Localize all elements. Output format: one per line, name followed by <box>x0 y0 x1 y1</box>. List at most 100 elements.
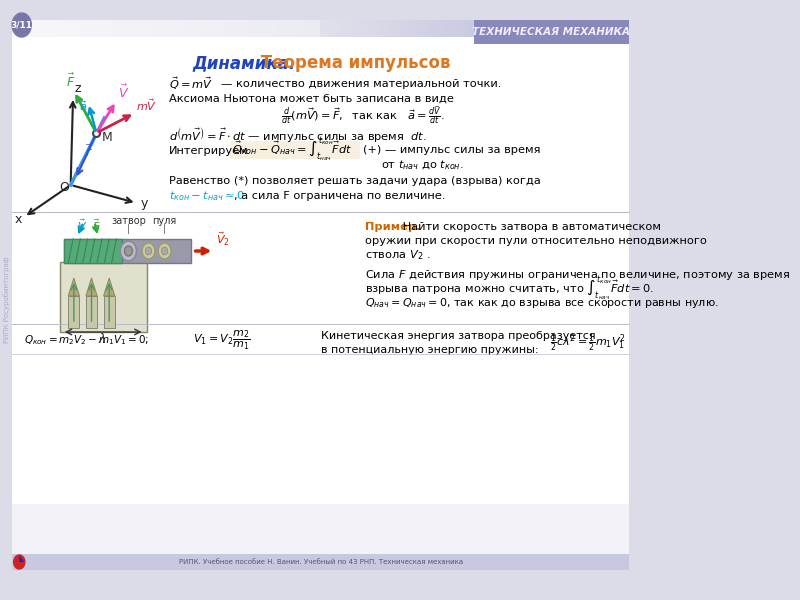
Bar <box>135 20 138 37</box>
Bar <box>126 20 129 37</box>
Bar <box>188 20 190 37</box>
Bar <box>254 20 256 37</box>
Text: ствола $V_2$ .: ствола $V_2$ . <box>366 248 431 262</box>
Bar <box>622 20 625 37</box>
Bar <box>439 20 442 37</box>
Text: $Q_{кон} = m_2 V_2 - m_1 V_1 = 0;$: $Q_{кон} = m_2 V_2 - m_1 V_1 = 0;$ <box>24 333 150 347</box>
Bar <box>338 20 340 37</box>
Bar <box>12 20 14 37</box>
Bar <box>288 20 290 37</box>
Bar <box>242 20 244 37</box>
Bar <box>52 20 54 37</box>
Bar <box>140 20 142 37</box>
Bar <box>569 20 571 37</box>
Bar <box>85 20 87 37</box>
Bar <box>12 554 629 570</box>
Text: РИПК Росуробинтограф: РИПК Росуробинтограф <box>3 257 10 343</box>
Bar <box>97 20 99 37</box>
Bar <box>297 20 299 37</box>
Bar <box>118 20 121 37</box>
Bar <box>613 20 615 37</box>
Bar <box>474 20 629 44</box>
Bar <box>507 20 509 37</box>
Text: x: x <box>14 213 22 226</box>
Bar <box>490 20 492 37</box>
Bar <box>182 20 184 37</box>
Bar <box>554 20 557 37</box>
Bar <box>504 20 506 37</box>
Bar <box>354 20 357 37</box>
Bar <box>438 20 440 37</box>
Bar <box>64 239 122 263</box>
Bar <box>95 20 98 37</box>
Bar <box>586 20 588 37</box>
Bar <box>473 20 475 37</box>
Bar <box>501 20 503 37</box>
Bar <box>388 20 390 37</box>
Bar <box>296 20 298 37</box>
Bar <box>491 20 494 37</box>
Bar <box>385 20 387 37</box>
Bar <box>22 20 24 37</box>
Bar <box>326 20 329 37</box>
Bar <box>237 20 239 37</box>
Bar <box>423 20 426 37</box>
Bar <box>290 20 292 37</box>
Bar <box>305 20 307 37</box>
Bar <box>446 20 449 37</box>
Bar <box>49 20 51 37</box>
Circle shape <box>121 241 137 261</box>
Bar <box>83 20 86 37</box>
Bar <box>621 20 623 37</box>
Bar <box>62 20 64 37</box>
Bar <box>340 20 342 37</box>
Bar <box>108 20 110 37</box>
Bar <box>582 20 585 37</box>
Bar <box>484 20 486 37</box>
Bar <box>330 20 332 37</box>
Bar <box>514 20 517 37</box>
Bar <box>273 20 275 37</box>
Bar <box>223 20 226 37</box>
Bar <box>546 20 548 37</box>
Text: $\vec{a}$: $\vec{a}$ <box>78 99 87 113</box>
Bar <box>94 20 96 37</box>
Bar <box>328 20 330 37</box>
Bar <box>428 20 430 37</box>
Bar <box>343 20 346 37</box>
Bar <box>468 20 470 37</box>
Bar <box>581 20 583 37</box>
Bar <box>240 20 242 37</box>
Bar <box>278 20 281 37</box>
Bar <box>230 141 360 159</box>
Bar <box>566 20 568 37</box>
Bar <box>178 20 181 37</box>
Bar <box>604 20 606 37</box>
Bar <box>23 20 25 37</box>
Bar <box>92 20 94 37</box>
Bar <box>402 20 404 37</box>
Bar <box>539 20 542 37</box>
Bar <box>38 20 41 37</box>
Bar <box>574 20 577 37</box>
Text: Теорема импульсов: Теорема импульсов <box>255 54 450 72</box>
Bar <box>270 20 272 37</box>
Bar <box>453 20 455 37</box>
Text: $\vec{V}$: $\vec{V}$ <box>77 217 87 233</box>
Bar <box>318 20 319 37</box>
Bar <box>35 20 38 37</box>
Bar <box>90 20 93 37</box>
Bar <box>157 20 159 37</box>
Polygon shape <box>68 278 79 296</box>
Bar <box>75 20 78 37</box>
Bar <box>416 20 418 37</box>
Polygon shape <box>19 555 24 562</box>
Text: Аксиома Ньютона может быть записана в виде: Аксиома Ньютона может быть записана в ви… <box>169 94 454 104</box>
Bar <box>571 20 574 37</box>
Text: Интегрируем: Интегрируем <box>169 146 248 156</box>
Bar <box>358 20 360 37</box>
Polygon shape <box>103 278 115 296</box>
Bar <box>186 20 189 37</box>
Bar <box>15 20 18 37</box>
Bar <box>198 20 201 37</box>
